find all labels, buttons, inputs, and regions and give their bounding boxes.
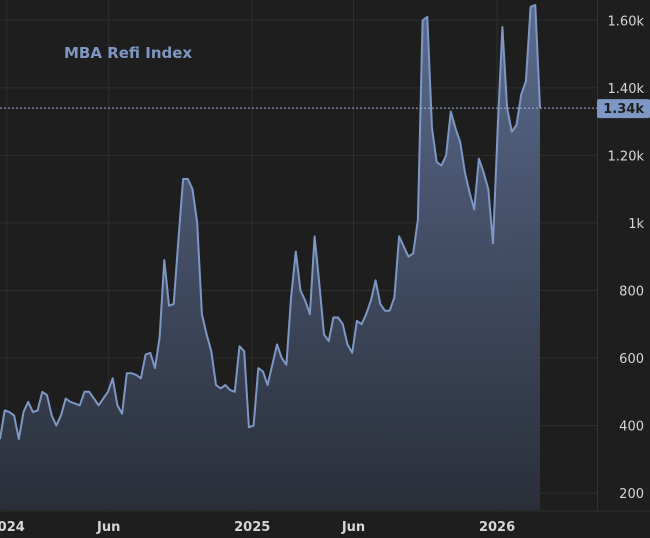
series-area — [0, 5, 540, 510]
y-tick-label: 800 — [619, 284, 644, 299]
y-tick-label: 200 — [619, 487, 644, 502]
y-axis: 200 400 600 800 1k 1.20k 1.40k 1.60k — [608, 14, 645, 502]
last-value-badge-bg — [597, 99, 650, 119]
last-value-badge: 1.34k — [597, 99, 650, 119]
x-tick-label: 2024 — [0, 520, 25, 535]
last-value-label: 1.34k — [603, 102, 644, 117]
x-tick-label: 2026 — [479, 520, 515, 535]
chart-title: MBA Refi Index — [64, 44, 193, 62]
y-tick-label: 1.40k — [608, 82, 645, 97]
series-line — [0, 4, 541, 441]
x-tick-label: Jun — [96, 520, 120, 535]
y-tick-label: 1.20k — [608, 149, 645, 164]
x-axis: 2024 Jun 2025 Jun 2026 — [0, 520, 515, 535]
x-tick-label: Jun — [341, 520, 365, 535]
y-tick-label: 400 — [619, 420, 644, 435]
y-tick-label: 1k — [628, 217, 644, 232]
x-tick-label: 2025 — [234, 520, 270, 535]
y-tick-label: 600 — [619, 352, 644, 367]
y-tick-label: 1.60k — [608, 14, 645, 29]
